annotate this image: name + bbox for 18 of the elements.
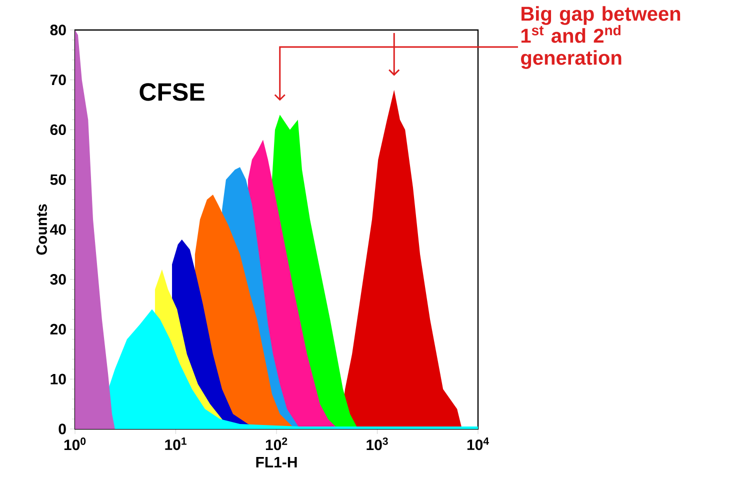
x-tick-label: 10$^{2}$ <box>266 438 288 450</box>
x-tick-label: 10$^{0}$ <box>64 438 86 450</box>
y-tick-label: 50 <box>50 174 66 185</box>
y-tick-label: 10 <box>50 374 66 384</box>
y-tick-label: 30 <box>50 274 66 285</box>
y-tick-label: 60 <box>50 124 66 136</box>
y-tick-label: 40 <box>50 224 66 235</box>
annotation: CFSE <box>140 83 204 101</box>
x-tick-label: 10$^{4}$ <box>467 438 489 450</box>
x-tick-label: 10$^{1}$ <box>165 438 186 450</box>
y-tick-label: 0 <box>58 424 66 434</box>
y-tick-label: 70 <box>50 74 66 86</box>
y-axis-title: Counts <box>36 204 47 255</box>
y-tick-label: 80 <box>50 24 66 36</box>
x-tick-label: 10$^{3}$ <box>366 438 388 450</box>
text: Big gap between 1$^{st}$ and 2$^{nd}$ generation <box>521 6 680 69</box>
y-tick-label: 20 <box>50 324 66 335</box>
x-axis-title: FL1-H <box>256 457 297 468</box>
